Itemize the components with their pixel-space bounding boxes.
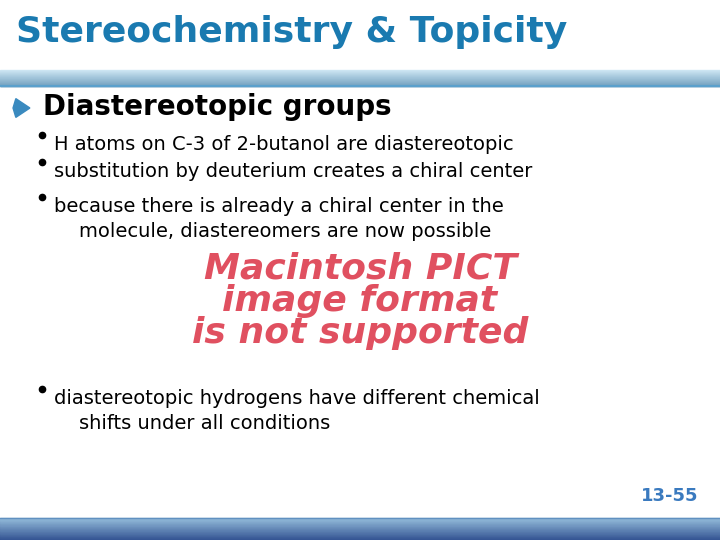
Text: Diastereotopic groups: Diastereotopic groups — [43, 93, 392, 121]
Text: substitution by deuterium creates a chiral center: substitution by deuterium creates a chir… — [54, 162, 532, 181]
Bar — [0, 538, 720, 539]
Bar — [0, 521, 720, 522]
Polygon shape — [13, 99, 30, 117]
Bar — [0, 525, 720, 526]
Bar — [0, 528, 720, 529]
Bar — [0, 535, 720, 536]
Text: Macintosh PICT: Macintosh PICT — [204, 251, 516, 285]
Bar — [0, 524, 720, 525]
Bar — [0, 526, 720, 527]
Bar — [0, 523, 720, 524]
Bar — [0, 529, 720, 530]
Bar — [0, 522, 720, 523]
Text: is not supported: is not supported — [192, 316, 528, 350]
Text: because there is already a chiral center in the
    molecule, diastereomers are : because there is already a chiral center… — [54, 197, 504, 241]
Bar — [0, 536, 720, 537]
Bar — [0, 530, 720, 531]
Text: image format: image format — [222, 284, 498, 318]
Bar — [0, 527, 720, 528]
Bar — [0, 519, 720, 520]
Text: 13-55: 13-55 — [641, 487, 698, 505]
Bar — [0, 518, 720, 519]
Text: H atoms on C-3 of 2-butanol are diastereotopic: H atoms on C-3 of 2-butanol are diastere… — [54, 135, 513, 154]
Bar — [0, 537, 720, 538]
Bar — [0, 520, 720, 521]
Bar — [0, 539, 720, 540]
Text: diastereotopic hydrogens have different chemical
    shifts under all conditions: diastereotopic hydrogens have different … — [54, 389, 540, 433]
Text: Stereochemistry & Topicity: Stereochemistry & Topicity — [16, 15, 567, 49]
Bar — [0, 532, 720, 533]
Bar — [0, 531, 720, 532]
Bar — [0, 533, 720, 534]
Bar — [0, 534, 720, 535]
